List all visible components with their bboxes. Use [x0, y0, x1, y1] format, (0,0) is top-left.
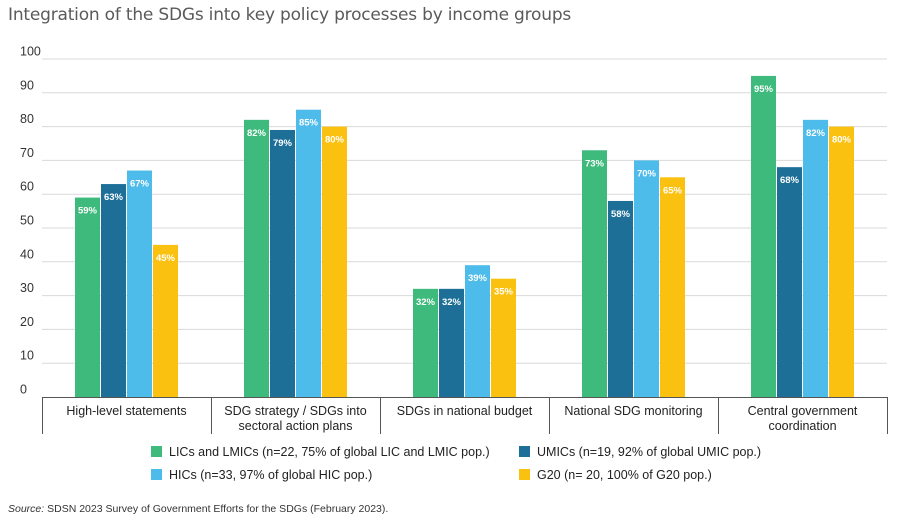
- bar: [608, 200, 633, 397]
- bar: [777, 167, 802, 397]
- bar: [270, 129, 295, 398]
- bar-data-label: 65%: [663, 185, 683, 196]
- bar: [127, 170, 152, 397]
- bar: [439, 288, 464, 397]
- y-tick-label: 0: [20, 383, 27, 397]
- bar-data-label: 32%: [442, 297, 462, 308]
- legend-label: LICs and LMICs (n=22, 75% of global LIC …: [169, 445, 490, 459]
- y-tick-label: 100: [20, 45, 41, 59]
- bar-data-label: 70%: [637, 168, 657, 179]
- bar: [634, 160, 659, 397]
- bar: [582, 150, 607, 397]
- series-2: 63% 79% 32% 58% 68%: [101, 129, 802, 398]
- chart-title: Integration of the SDGs into key policy …: [8, 5, 572, 25]
- bar-data-label: 35%: [494, 287, 514, 298]
- bar-data-label: 82%: [247, 128, 267, 139]
- gridlines: [42, 58, 887, 364]
- legend-item: LICs and LMICs (n=22, 75% of global LIC …: [151, 445, 490, 459]
- bar: [296, 109, 321, 397]
- bar: [322, 126, 347, 397]
- category-label: SDG strategy / SDGs into: [224, 404, 366, 418]
- category-label: coordination: [768, 419, 836, 433]
- bar-data-label: 58%: [611, 209, 631, 220]
- y-tick-label: 30: [20, 281, 34, 295]
- bar-data-label: 68%: [780, 175, 800, 186]
- bar: [244, 119, 269, 397]
- bar-data-label: 63%: [104, 192, 124, 203]
- legend-item: G20 (n= 20, 100% of G20 pop.): [519, 468, 712, 482]
- legend-swatch: [519, 469, 530, 480]
- bar: [465, 265, 490, 397]
- bar-data-label: 73%: [585, 158, 605, 169]
- bar: [751, 75, 776, 398]
- legend-label: G20 (n= 20, 100% of G20 pop.): [537, 468, 712, 482]
- bar-data-label: 85%: [299, 118, 319, 129]
- category-label: sectoral action plans: [239, 419, 353, 433]
- bar-chart: 0 10 20 30 40 50 60 70 80 90 100 59% 82% 32% 73% 95% 63…: [20, 45, 888, 482]
- legend-swatch: [151, 446, 162, 457]
- source-text: SDSN 2023 Survey of Government Efforts f…: [44, 503, 389, 515]
- y-tick-label: 10: [20, 349, 34, 363]
- bar-data-label: 80%: [325, 135, 345, 146]
- series-1: 59% 82% 32% 73% 95%: [75, 75, 776, 398]
- y-tick-label: 50: [20, 214, 34, 228]
- category-label: High-level statements: [66, 404, 186, 418]
- y-tick-label: 90: [20, 78, 34, 92]
- series-4: 45% 80% 35% 65% 80%: [153, 126, 854, 397]
- legend-swatch: [151, 469, 162, 480]
- bar-data-label: 95%: [754, 84, 774, 95]
- legend-label: HICs (n=33, 97% of global HIC pop.): [169, 468, 372, 482]
- source-label: Source:: [8, 503, 45, 515]
- bar-data-label: 39%: [468, 273, 488, 284]
- legend-item: UMICs (n=19, 92% of global UMIC pop.): [519, 445, 761, 459]
- bar: [413, 288, 438, 397]
- category-label: SDGs in national budget: [397, 404, 533, 418]
- bar-data-label: 80%: [832, 135, 852, 146]
- y-axis: 0 10 20 30 40 50 60 70 80 90 100: [20, 45, 41, 397]
- bar-data-label: 32%: [416, 297, 436, 308]
- bar: [101, 184, 126, 397]
- y-tick-label: 70: [20, 146, 34, 160]
- category-label: Central government: [748, 404, 858, 418]
- legend-label: UMICs (n=19, 92% of global UMIC pop.): [537, 445, 761, 459]
- bar: [803, 119, 828, 397]
- y-tick-label: 40: [20, 247, 34, 261]
- bar-data-label: 45%: [156, 253, 176, 264]
- bars: 59% 82% 32% 73% 95% 63% 79% 32% 58% 68% 67% 85% 39% 7…: [75, 75, 854, 398]
- x-axis: High-level statements SDG strategy / SDGs…: [42, 397, 888, 434]
- y-tick-label: 60: [20, 180, 34, 194]
- category-label: National SDG monitoring: [564, 404, 702, 418]
- bar-data-label: 59%: [78, 206, 98, 217]
- bar: [75, 197, 100, 397]
- legend: LICs and LMICs (n=22, 75% of global LIC …: [151, 445, 761, 482]
- source-note: Source: SDSN 2023 Survey of Government E…: [8, 503, 388, 515]
- bar-data-label: 67%: [130, 179, 150, 190]
- bar-data-label: 82%: [806, 128, 826, 139]
- legend-swatch: [519, 446, 530, 457]
- bar: [491, 278, 516, 397]
- bar: [660, 177, 685, 397]
- legend-item: HICs (n=33, 97% of global HIC pop.): [151, 468, 372, 482]
- bar: [829, 126, 854, 397]
- y-tick-label: 80: [20, 112, 34, 126]
- series-3: 67% 85% 39% 70% 82%: [127, 109, 828, 397]
- bar-data-label: 79%: [273, 138, 293, 149]
- y-tick-label: 20: [20, 315, 34, 329]
- bar: [153, 244, 178, 397]
